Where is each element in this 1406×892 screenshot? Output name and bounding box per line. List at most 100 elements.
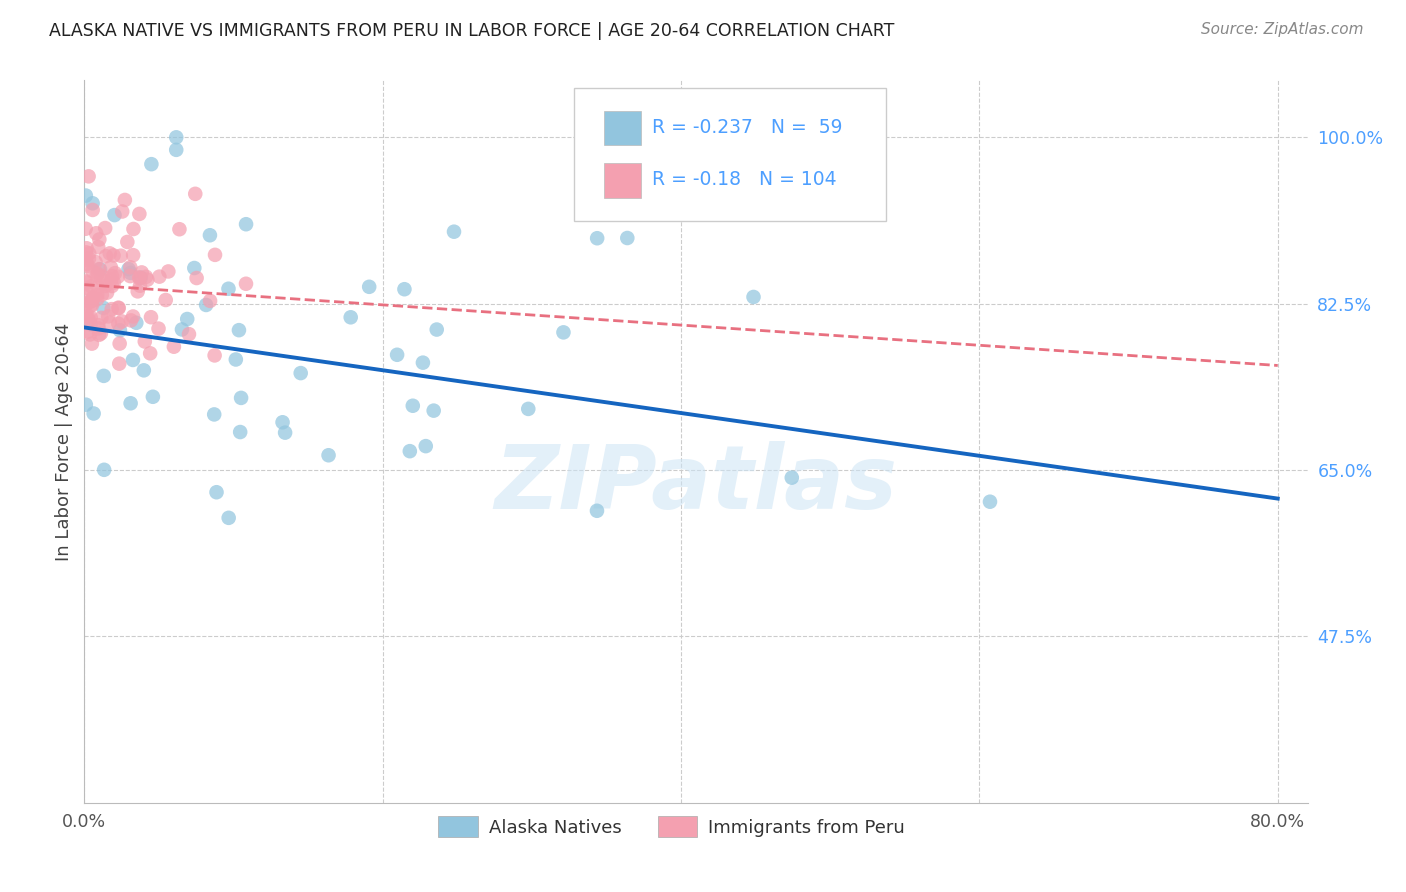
Point: [169, 222, 191, 236]
Point: [128, 271, 150, 285]
Point: [76, 241, 98, 255]
Point: [122, 310, 145, 324]
Point: [290, 366, 312, 380]
Point: [110, 249, 132, 263]
Point: [79, 294, 101, 309]
Point: [89, 262, 111, 277]
FancyBboxPatch shape: [605, 111, 641, 145]
Point: [415, 439, 437, 453]
Point: [120, 268, 142, 283]
Point: [91, 269, 114, 284]
Point: [229, 425, 252, 439]
Point: [79, 327, 101, 342]
Point: [75, 188, 97, 202]
Point: [120, 260, 142, 275]
Point: [122, 248, 145, 262]
Point: [235, 217, 257, 231]
Point: [82, 196, 104, 211]
Point: [90, 326, 112, 341]
Point: [122, 353, 145, 368]
Point: [100, 260, 122, 275]
Point: [122, 222, 145, 236]
Point: [183, 260, 205, 275]
Point: [148, 269, 170, 284]
Point: [80, 279, 103, 293]
Point: [107, 269, 129, 284]
Point: [108, 336, 131, 351]
Point: [101, 279, 124, 293]
Point: [202, 408, 225, 422]
Point: [86, 288, 108, 302]
Point: [103, 208, 125, 222]
Point: [79, 318, 101, 332]
Point: [586, 504, 609, 518]
Point: [127, 285, 149, 299]
Point: [780, 470, 803, 484]
Point: [157, 264, 180, 278]
Point: [165, 130, 187, 145]
Point: [76, 310, 98, 325]
Point: [616, 231, 638, 245]
Point: [204, 348, 226, 362]
Point: [229, 391, 252, 405]
Legend: Alaska Natives, Immigrants from Peru: Alaska Natives, Immigrants from Peru: [430, 809, 912, 845]
Point: [94, 249, 117, 263]
Point: [205, 485, 228, 500]
Point: [77, 169, 100, 184]
Point: [165, 143, 187, 157]
Point: [90, 310, 112, 325]
Point: [225, 352, 247, 367]
Point: [394, 282, 416, 296]
Point: [104, 266, 127, 280]
Point: [198, 228, 221, 243]
Point: [120, 313, 142, 327]
Point: [139, 346, 162, 360]
Point: [75, 252, 97, 267]
Point: [170, 322, 193, 336]
Point: [89, 232, 111, 246]
Point: [177, 327, 200, 342]
Point: [125, 316, 148, 330]
Point: [114, 193, 136, 207]
Point: [77, 246, 100, 260]
Point: [87, 240, 110, 254]
Point: [141, 157, 163, 171]
Point: [359, 280, 381, 294]
Point: [148, 321, 170, 335]
Point: [198, 293, 221, 308]
Point: [132, 363, 155, 377]
Point: [75, 281, 97, 295]
Point: [142, 390, 165, 404]
Point: [75, 221, 97, 235]
Y-axis label: In Labor Force | Age 20-64: In Labor Force | Age 20-64: [55, 322, 73, 561]
Point: [100, 302, 122, 317]
Point: [101, 269, 124, 284]
Point: [218, 282, 240, 296]
Text: R = -0.237   N =  59: R = -0.237 N = 59: [652, 118, 842, 136]
Point: [103, 276, 125, 290]
Point: [117, 235, 139, 249]
Point: [120, 396, 142, 410]
Point: [82, 264, 104, 278]
Point: [93, 301, 115, 315]
Point: [82, 291, 104, 305]
Text: R = -0.18   N = 104: R = -0.18 N = 104: [652, 170, 837, 189]
Point: [75, 288, 97, 302]
Point: [129, 278, 152, 293]
Point: [84, 227, 107, 241]
Point: [184, 186, 207, 201]
Point: [75, 274, 97, 288]
Point: [75, 245, 97, 260]
Text: ZIPatlas: ZIPatlas: [495, 442, 897, 528]
Point: [103, 248, 125, 262]
Point: [235, 277, 257, 291]
Point: [76, 259, 98, 273]
Point: [76, 257, 98, 271]
Point: [979, 494, 1001, 508]
Point: [135, 269, 157, 284]
Point: [228, 323, 250, 337]
Point: [426, 322, 449, 336]
Text: ALASKA NATIVE VS IMMIGRANTS FROM PERU IN LABOR FORCE | AGE 20-64 CORRELATION CHA: ALASKA NATIVE VS IMMIGRANTS FROM PERU IN…: [49, 22, 894, 40]
Point: [93, 463, 115, 477]
Point: [339, 310, 361, 325]
